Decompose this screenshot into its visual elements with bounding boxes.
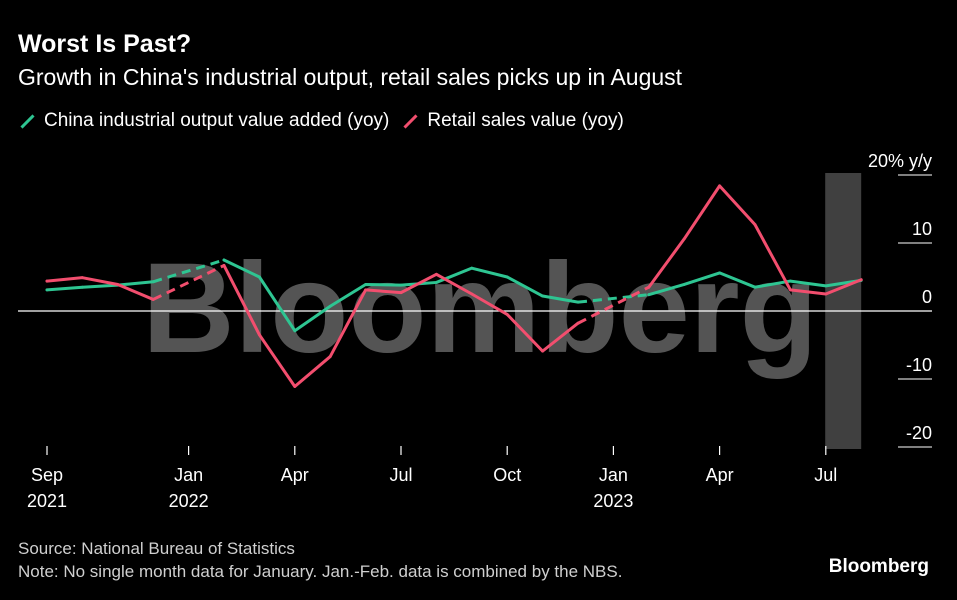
x-tick-label: Jul bbox=[814, 465, 837, 485]
x-tick-label: Jan bbox=[174, 465, 203, 485]
data-point-0 bbox=[399, 283, 403, 287]
data-point-0 bbox=[576, 300, 580, 304]
data-point-1 bbox=[576, 321, 580, 325]
x-tick-label: Oct bbox=[493, 465, 521, 485]
series-gap-dashed-0 bbox=[152, 258, 225, 284]
x-tick-label: Sep bbox=[31, 465, 63, 485]
data-point-1 bbox=[541, 349, 544, 353]
data-point-0 bbox=[789, 279, 792, 283]
x-tick-label: Jul bbox=[389, 465, 412, 485]
chart-subtitle: Growth in China's industrial output, ret… bbox=[18, 64, 683, 90]
x-tick-label: Apr bbox=[281, 465, 309, 485]
data-point-1 bbox=[824, 292, 828, 296]
chart-title: Worst Is Past? bbox=[18, 30, 192, 58]
series-gap-dashed-1 bbox=[577, 285, 650, 325]
data-point-1 bbox=[753, 223, 757, 227]
data-point-1 bbox=[222, 264, 226, 267]
data-point-1 bbox=[682, 237, 686, 241]
watermark-text: Bloomberg bbox=[142, 237, 818, 380]
data-point-0 bbox=[435, 281, 438, 284]
y-tick-label: 10 bbox=[912, 219, 932, 239]
x-tick-year-label: 2023 bbox=[593, 491, 633, 511]
y-tick-label: -20 bbox=[906, 423, 932, 443]
data-point-0 bbox=[45, 288, 49, 292]
data-point-0 bbox=[718, 271, 721, 275]
data-point-1 bbox=[45, 279, 49, 283]
legend-label-industrial: China industrial output value added (yoy… bbox=[44, 110, 390, 131]
data-point-0 bbox=[682, 283, 686, 286]
data-point-1 bbox=[470, 292, 474, 296]
data-point-1 bbox=[718, 184, 721, 188]
data-point-0 bbox=[364, 283, 367, 286]
legend: China industrial output value added (yoy… bbox=[18, 110, 636, 132]
data-point-1 bbox=[151, 298, 155, 301]
data-point-0 bbox=[328, 304, 332, 308]
y-tick-label: 0 bbox=[922, 287, 932, 307]
data-point-1 bbox=[328, 355, 332, 358]
series-gap-dashed-1 bbox=[152, 264, 225, 301]
x-tick-year-label: 2021 bbox=[27, 491, 67, 511]
data-point-0 bbox=[293, 329, 297, 333]
series-gap-dashed-0 bbox=[577, 293, 649, 304]
data-point-1 bbox=[81, 276, 84, 280]
data-point-0 bbox=[647, 293, 651, 297]
data-point-0 bbox=[541, 294, 544, 298]
legend-item-industrial: China industrial output value added (yoy… bbox=[18, 110, 389, 132]
data-point-0 bbox=[222, 258, 226, 262]
data-point-0 bbox=[258, 275, 261, 279]
series-line-1 bbox=[45, 276, 155, 301]
x-tick-label: Apr bbox=[706, 465, 734, 485]
footnote: Note: No single month data for January. … bbox=[18, 562, 623, 581]
legend-label-retail: Retail sales value (yoy) bbox=[427, 110, 624, 131]
data-point-0 bbox=[81, 285, 84, 289]
x-tick-year-label: 2022 bbox=[169, 491, 209, 511]
y-tick-label: -10 bbox=[906, 355, 932, 375]
data-point-0 bbox=[824, 284, 828, 288]
data-point-0 bbox=[151, 280, 155, 284]
data-point-1 bbox=[859, 278, 863, 282]
source-note: Source: National Bureau of Statistics bbox=[18, 539, 295, 558]
data-point-0 bbox=[470, 266, 474, 270]
brand-logo-text: Bloomberg bbox=[828, 556, 929, 577]
data-point-1 bbox=[505, 313, 509, 316]
data-point-0 bbox=[753, 285, 757, 289]
series-line-0 bbox=[45, 280, 155, 292]
data-point-1 bbox=[399, 291, 403, 295]
data-point-1 bbox=[435, 272, 438, 276]
data-point-1 bbox=[116, 283, 120, 286]
data-point-1 bbox=[293, 385, 297, 388]
legend-item-retail: Retail sales value (yoy) bbox=[401, 110, 623, 132]
y-tick-label: 20% y/y bbox=[868, 151, 932, 171]
data-point-1 bbox=[364, 288, 367, 292]
x-tick-label: Jan bbox=[599, 465, 628, 485]
data-point-0 bbox=[505, 275, 509, 279]
data-point-1 bbox=[258, 333, 261, 337]
data-point-1 bbox=[789, 288, 792, 292]
data-point-1 bbox=[647, 285, 651, 289]
